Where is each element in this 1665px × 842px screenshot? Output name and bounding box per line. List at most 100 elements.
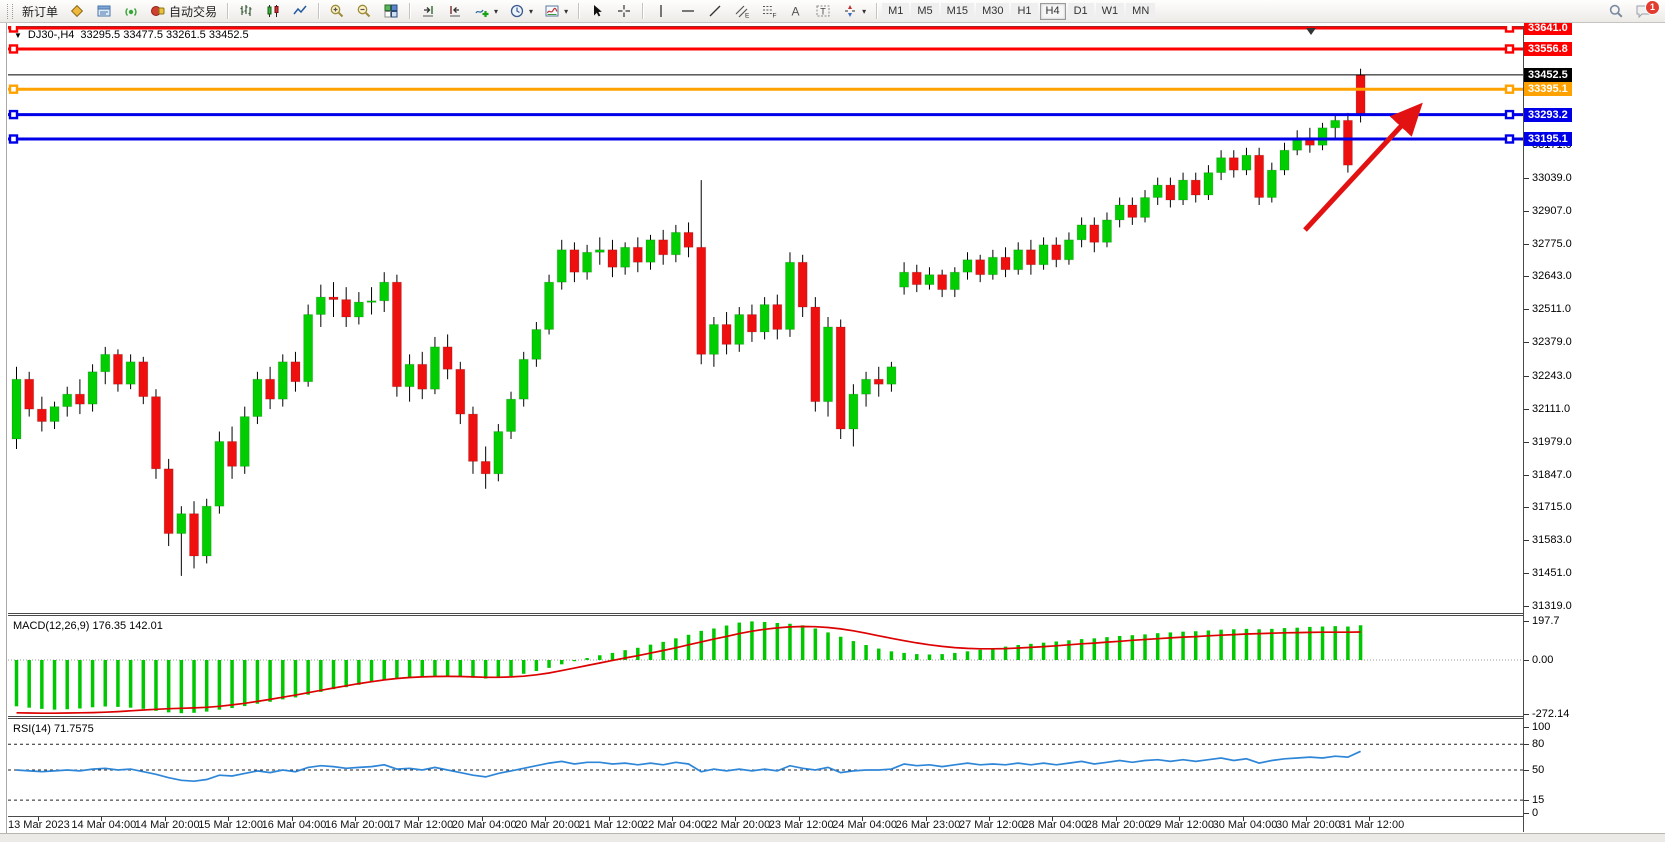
macd-histogram-bar (1206, 630, 1211, 660)
auto-trading-button[interactable]: 自动交易 (145, 2, 222, 21)
candle (138, 356, 149, 405)
timeframe-m30[interactable]: M30 (976, 2, 1010, 20)
line-handle[interactable] (1504, 44, 1515, 54)
charts-button[interactable] (64, 2, 90, 21)
signals-button[interactable] (118, 2, 144, 21)
candle (518, 351, 529, 407)
rsi-canvas[interactable] (8, 720, 1523, 816)
timeframe-w1[interactable]: W1 (1095, 2, 1125, 20)
macd-histogram-bar (1155, 633, 1160, 660)
timeframe-mn[interactable]: MN (1126, 2, 1156, 20)
new-order-button[interactable]: 新订单 (17, 2, 63, 21)
cursor-button[interactable] (584, 2, 610, 21)
zoom-in-button[interactable] (324, 2, 350, 21)
candle (1279, 142, 1290, 176)
time-tick-mark (735, 817, 737, 821)
candlestick-chart-button[interactable] (260, 2, 286, 21)
macd-histogram-bar (1270, 628, 1274, 660)
candle (594, 237, 605, 265)
auto-scroll-button[interactable] (415, 2, 441, 21)
macd-histogram-bar (572, 660, 577, 662)
macd-axis-label: 197.7 (1532, 615, 1560, 628)
macd-histogram-bar (395, 660, 399, 679)
timeframe-m15[interactable]: M15 (940, 2, 975, 20)
price-tick-label: 31319.0 (1532, 600, 1572, 612)
toolbar-grip[interactable] (7, 3, 13, 19)
annotation-arrow[interactable] (1303, 102, 1423, 232)
vertical-line-button[interactable] (648, 2, 674, 21)
timeframe-m5[interactable]: M5 (911, 2, 939, 20)
main-chart-canvas[interactable] (8, 26, 1523, 613)
time-tick-mark (101, 817, 103, 821)
dropdown-caret-icon: ▾ (862, 6, 867, 16)
timeframe-m1[interactable]: M1 (882, 2, 910, 20)
horizontal-line-button[interactable] (675, 2, 701, 21)
zoom-out-button[interactable] (351, 2, 377, 21)
candle (1152, 177, 1163, 205)
timeframe-d1[interactable]: D1 (1067, 2, 1094, 20)
candle (11, 366, 22, 449)
price-axis[interactable]: 33171.033039.032907.032775.032643.032511… (1524, 21, 1665, 832)
line-handle[interactable] (1504, 26, 1515, 33)
chart-shift-marker[interactable] (1306, 28, 1316, 35)
templates-button[interactable]: ▾ (539, 2, 573, 21)
price-tick-label: 33039.0 (1532, 171, 1572, 184)
macd-histogram-bar (1333, 626, 1337, 660)
candle (391, 274, 402, 397)
candle (49, 401, 60, 430)
time-axis-label: 28 Mar 04:00 (1022, 819, 1088, 831)
pane-splitter[interactable] (8, 613, 1523, 616)
timeframe-h1[interactable]: H1 (1011, 2, 1038, 20)
text-label-button[interactable]: T (810, 2, 836, 21)
trendline-button[interactable] (702, 2, 728, 21)
chart-shift-button[interactable] (442, 2, 468, 21)
line-handle[interactable] (8, 134, 19, 144)
time-tick-mark (1242, 817, 1244, 821)
candle (696, 180, 707, 365)
timeframe-h4[interactable]: H4 (1039, 2, 1066, 20)
time-axis-label: 13 Mar 2023 (8, 819, 70, 831)
indicators-button[interactable]: ▾ (469, 2, 503, 21)
pane-splitter[interactable] (8, 716, 1523, 719)
bar-chart-button[interactable] (233, 2, 259, 21)
time-tick-mark (1306, 817, 1307, 821)
macd-canvas[interactable] (8, 617, 1523, 716)
macd-histogram-bar (762, 621, 767, 660)
macd-histogram-bar (141, 660, 146, 709)
candle (544, 274, 555, 335)
candle (1292, 130, 1303, 156)
line-chart-button[interactable] (287, 2, 313, 21)
time-axis-label: 31 Mar 12:00 (1339, 819, 1405, 831)
line-handle[interactable] (8, 109, 19, 120)
macd-histogram-bar (242, 660, 247, 707)
time-tick-mark (1115, 817, 1117, 821)
text-button[interactable]: A (783, 2, 809, 21)
crosshair-button[interactable] (611, 2, 637, 21)
search-button[interactable] (1603, 2, 1629, 21)
line-handle[interactable] (1504, 84, 1515, 94)
line-handle[interactable] (8, 26, 19, 33)
line-handle[interactable] (1504, 109, 1515, 120)
tile-windows-button[interactable] (378, 2, 404, 21)
fibonacci-button[interactable]: F (756, 2, 782, 21)
macd-histogram-bar (1244, 628, 1249, 660)
timeframes-menu-button[interactable]: ▾ (504, 2, 538, 21)
line-handle[interactable] (1504, 134, 1515, 144)
candle (429, 336, 440, 395)
macd-histogram-bar (902, 652, 906, 660)
candle (1241, 147, 1252, 176)
candle (810, 297, 821, 412)
arrows-button[interactable]: ▾ (837, 2, 871, 21)
candle (455, 361, 466, 425)
line-handle[interactable] (8, 84, 19, 94)
notifications-button[interactable]: 1 (1630, 0, 1660, 21)
chevron-down-icon[interactable]: ▼ (14, 30, 22, 40)
equidistant-channel-button[interactable]: E (729, 2, 755, 21)
label-icon: T (816, 5, 830, 17)
line-handle[interactable] (8, 44, 19, 54)
time-tick-mark (164, 817, 166, 821)
candle (290, 351, 301, 392)
time-axis-label: 14 Mar 04:00 (71, 819, 137, 831)
time-axis[interactable]: 13 Mar 2023 14 Mar 04:00 14 Mar 20:00 15 Ma… (8, 817, 1523, 832)
market-watch-button[interactable] (91, 2, 117, 21)
